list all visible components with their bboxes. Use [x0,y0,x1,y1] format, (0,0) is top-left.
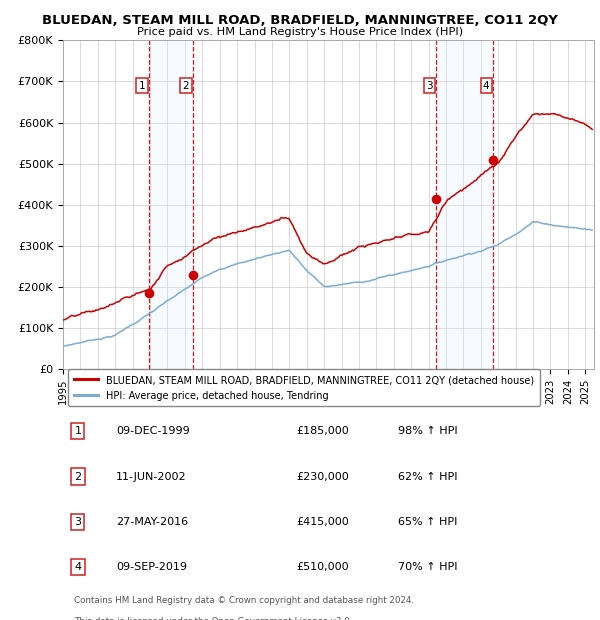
Text: 2: 2 [74,471,82,482]
Bar [149,40,193,370]
Text: 70% ↑ HPI: 70% ↑ HPI [398,562,457,572]
Text: 27-MAY-2016: 27-MAY-2016 [116,517,188,527]
Text: 3: 3 [426,81,433,91]
Text: £510,000: £510,000 [296,562,349,572]
Text: BLUEDAN, STEAM MILL ROAD, BRADFIELD, MANNINGTREE, CO11 2QY: BLUEDAN, STEAM MILL ROAD, BRADFIELD, MAN… [42,14,558,27]
Text: £230,000: £230,000 [296,471,349,482]
Text: 2: 2 [182,81,189,91]
Text: 3: 3 [74,517,82,527]
Legend: BLUEDAN, STEAM MILL ROAD, BRADFIELD, MANNINGTREE, CO11 2QY (detached house), HPI: BLUEDAN, STEAM MILL ROAD, BRADFIELD, MAN… [68,370,540,406]
Text: Contains HM Land Registry data © Crown copyright and database right 2024.: Contains HM Land Registry data © Crown c… [74,596,414,604]
Bar [436,40,493,370]
Text: This data is licensed under the Open Government Licence v3.0.: This data is licensed under the Open Gov… [74,617,352,620]
Text: 4: 4 [483,81,490,91]
Text: 65% ↑ HPI: 65% ↑ HPI [398,517,457,527]
Text: £415,000: £415,000 [296,517,349,527]
Text: 1: 1 [139,81,145,91]
Text: 11-JUN-2002: 11-JUN-2002 [116,471,187,482]
Text: £185,000: £185,000 [296,426,349,436]
Text: 98% ↑ HPI: 98% ↑ HPI [398,426,457,436]
Text: Price paid vs. HM Land Registry's House Price Index (HPI): Price paid vs. HM Land Registry's House … [137,27,463,37]
Text: 09-DEC-1999: 09-DEC-1999 [116,426,190,436]
Text: 09-SEP-2019: 09-SEP-2019 [116,562,187,572]
Text: 62% ↑ HPI: 62% ↑ HPI [398,471,457,482]
Text: 1: 1 [74,426,82,436]
Text: 4: 4 [74,562,82,572]
